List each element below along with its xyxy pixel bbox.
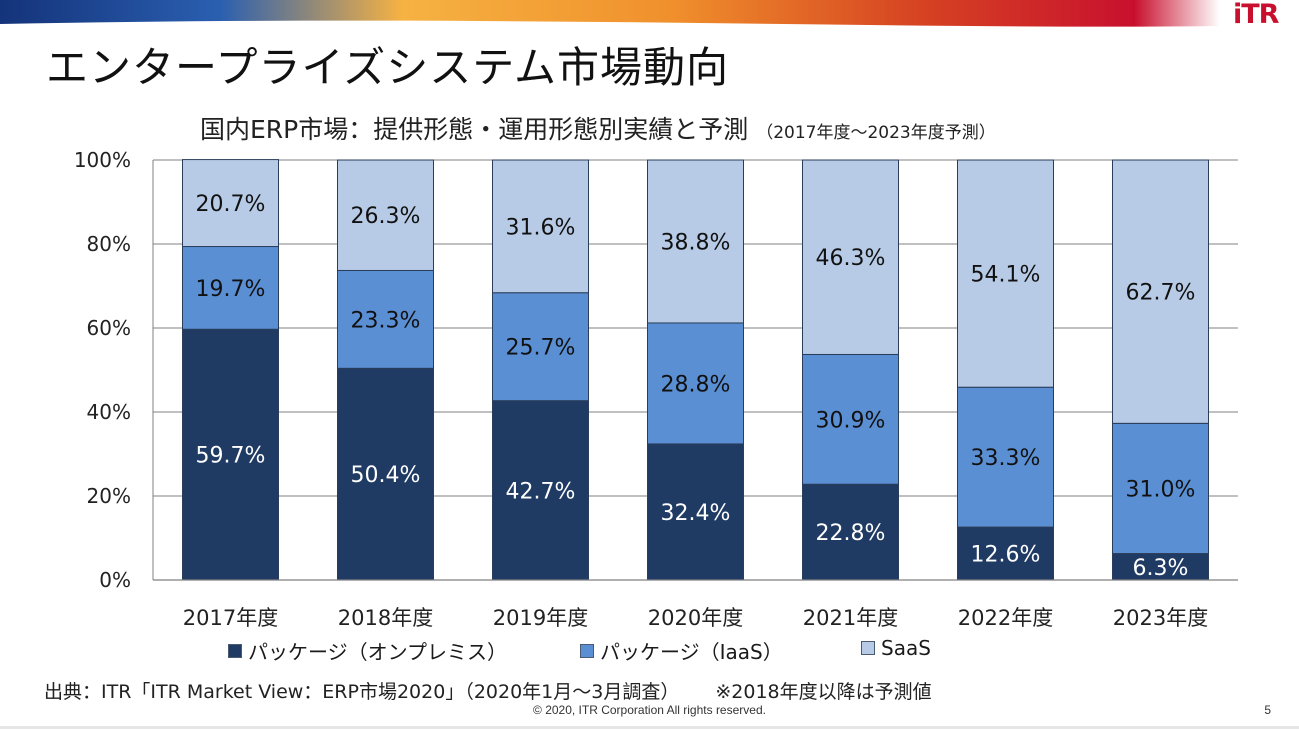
itr-logo: iTR (1233, 0, 1279, 30)
bar-segment (182, 328, 279, 581)
forecast-note: ※2018年度以降は予測値 (715, 681, 932, 703)
bar-segment (957, 386, 1054, 528)
y-tick-label: 60% (87, 316, 131, 340)
bar-segment (647, 159, 744, 324)
data-label: 19.7% (196, 277, 266, 302)
data-label: 6.3% (1133, 556, 1189, 581)
data-label: 31.0% (1126, 477, 1196, 502)
bar-segment (802, 483, 899, 581)
y-tick-label: 80% (87, 232, 131, 256)
logo-text: iTR (1233, 0, 1279, 30)
bar-segment (1112, 422, 1209, 555)
data-label: 12.6% (971, 543, 1041, 568)
source-citation: 出典：ITR「ITR Market View：ERP市場2020」（2020年1… (44, 677, 932, 704)
data-label: 28.8% (661, 372, 731, 397)
legend-label-iaas: パッケージ（IaaS） (600, 640, 783, 664)
bar-segment (492, 400, 589, 581)
legend-swatch-onpremise (228, 643, 242, 658)
bottom-rule (0, 726, 1299, 729)
data-label: 59.7% (196, 444, 266, 469)
bar-segment (492, 159, 589, 294)
bar-segment (647, 443, 744, 581)
data-label: 32.4% (661, 501, 731, 526)
data-label: 31.6% (506, 215, 576, 240)
x-tick-label: 2023年度 (1113, 606, 1208, 630)
data-label: 38.8% (661, 230, 731, 255)
x-tick-label: 2017年度 (183, 606, 278, 630)
bar-segment (182, 159, 279, 248)
bar-segment (337, 269, 434, 369)
bar-segment (182, 246, 279, 330)
bar-segment (492, 292, 589, 402)
data-label: 50.4% (351, 463, 421, 488)
legend-label-saas: SaaS (881, 636, 931, 660)
bar-segment (957, 159, 1054, 388)
y-tick-label: 40% (87, 400, 131, 424)
x-tick-label: 2021年度 (803, 606, 898, 630)
bar-segment (802, 159, 899, 355)
data-label: 20.7% (196, 192, 266, 217)
data-label: 22.8% (816, 521, 886, 546)
y-tick-label: 0% (99, 568, 131, 592)
data-label: 46.3% (816, 246, 886, 271)
legend-swatch-saas (861, 641, 875, 655)
slide-title: エンタープライズシステム市場動向 (46, 43, 729, 92)
data-label: 54.1% (971, 263, 1041, 288)
legend-item-saas: SaaS (861, 636, 931, 660)
data-label: 25.7% (506, 336, 576, 361)
x-tick-label: 2018年度 (338, 606, 433, 630)
y-tick-label: 20% (87, 484, 131, 508)
source-text: 出典：ITR「ITR Market View：ERP市場2020」（2020年1… (44, 681, 680, 703)
legend-item-iaas: パッケージ（IaaS） (580, 636, 783, 665)
bar-segment (957, 526, 1054, 581)
data-label: 30.9% (816, 408, 886, 433)
bar-segment (1112, 159, 1209, 424)
x-tick-label: 2022年度 (958, 606, 1053, 630)
page-number: 5 (1264, 703, 1271, 717)
y-tick-label: 100% (74, 148, 131, 172)
copyright: © 2020, ITR Corporation All rights reser… (533, 703, 766, 717)
chart-subtitle: （2017年度～2023年度予測） (756, 123, 996, 143)
data-label: 62.7% (1126, 281, 1196, 306)
x-tick-label: 2020年度 (648, 606, 743, 630)
legend-label-onpremise: パッケージ（オンプレミス） (248, 640, 507, 664)
chart-title-main: 国内ERP市場：提供形態・運用形態別実績と予測 (200, 115, 749, 144)
x-tick-label: 2019年度 (493, 606, 588, 630)
data-label: 26.3% (351, 204, 421, 229)
bar-segment (337, 159, 434, 271)
legend-item-onpremise: パッケージ（オンプレミス） (228, 636, 507, 665)
data-label: 33.3% (971, 446, 1041, 471)
bar-segment (337, 367, 434, 581)
bar-segment (1112, 553, 1209, 581)
data-label: 42.7% (506, 479, 576, 504)
top-banner (0, 0, 1220, 27)
bar-segment (647, 322, 744, 445)
data-label: 23.3% (351, 308, 421, 333)
chart-title: 国内ERP市場：提供形態・運用形態別実績と予測 （2017年度～2023年度予測… (200, 110, 996, 146)
bar-segment (802, 353, 899, 485)
legend-swatch-iaas (580, 643, 594, 658)
